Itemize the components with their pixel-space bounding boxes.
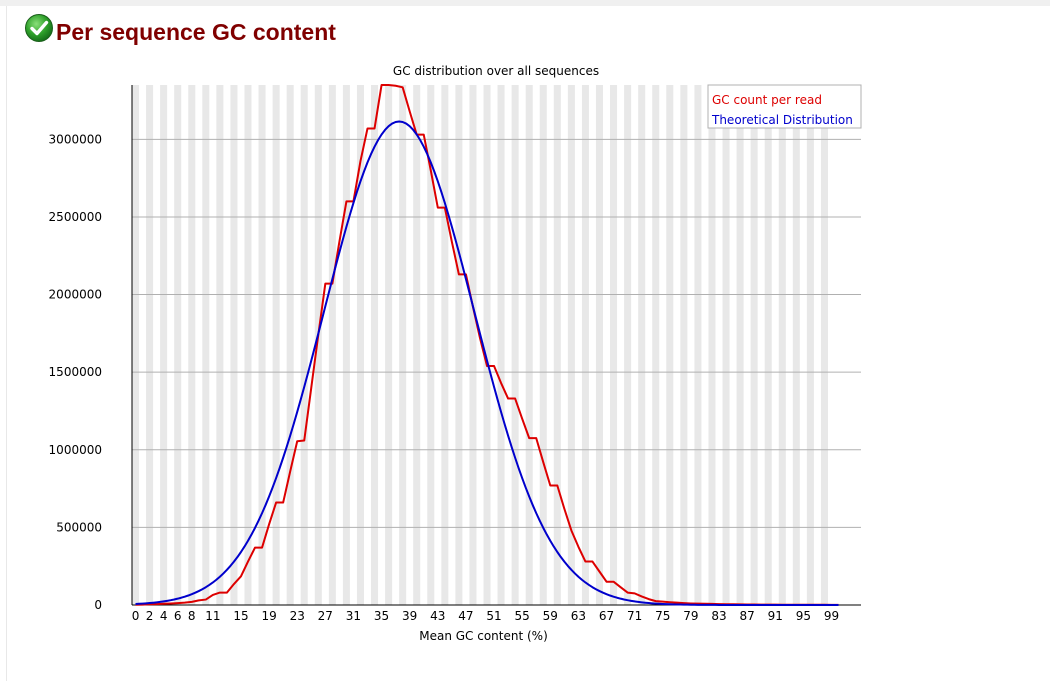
legend-entry: GC count per read <box>712 93 822 107</box>
x-tick-label: 47 <box>458 609 473 623</box>
x-tick-label: 63 <box>571 609 586 623</box>
x-tick-label: 91 <box>768 609 783 623</box>
x-tick-label: 4 <box>160 609 168 623</box>
x-tick-label: 0 <box>132 609 140 623</box>
chart-title: GC distribution over all sequences <box>393 64 599 78</box>
chart-legend: GC count per read Theoretical Distributio… <box>708 85 861 128</box>
y-tick-label: 2500000 <box>49 210 102 224</box>
x-tick-label: 15 <box>233 609 248 623</box>
legend-entry: Theoretical Distribution <box>711 113 853 127</box>
x-tick-label: 43 <box>430 609 445 623</box>
x-tick-label: 6 <box>174 609 182 623</box>
x-tick-label: 31 <box>346 609 361 623</box>
x-tick-label: 99 <box>824 609 839 623</box>
y-tick-label: 0 <box>94 598 102 612</box>
x-tick-label: 11 <box>205 609 220 623</box>
x-tick-label: 51 <box>486 609 501 623</box>
x-tick-label: 87 <box>739 609 754 623</box>
x-tick-label: 27 <box>318 609 333 623</box>
x-tick-label: 19 <box>261 609 276 623</box>
x-tick-label: 2 <box>146 609 154 623</box>
x-tick-label: 23 <box>290 609 305 623</box>
y-tick-label: 1500000 <box>49 365 102 379</box>
x-tick-label: 67 <box>599 609 614 623</box>
x-tick-label: 71 <box>627 609 642 623</box>
x-tick-label: 39 <box>402 609 417 623</box>
y-tick-label: 500000 <box>56 520 102 534</box>
x-tick-label: 55 <box>515 609 530 623</box>
y-tick-label: 1000000 <box>49 443 102 457</box>
y-tick-label: 2000000 <box>49 288 102 302</box>
x-tick-label: 59 <box>543 609 558 623</box>
x-axis-label: Mean GC content (%) <box>419 629 548 643</box>
x-tick-label: 75 <box>655 609 670 623</box>
y-tick-label: 3000000 <box>49 132 102 146</box>
x-tick-label: 8 <box>188 609 196 623</box>
x-tick-label: 95 <box>796 609 811 623</box>
x-tick-label: 35 <box>374 609 389 623</box>
x-tick-label: 79 <box>683 609 698 623</box>
x-tick-label: 83 <box>711 609 726 623</box>
